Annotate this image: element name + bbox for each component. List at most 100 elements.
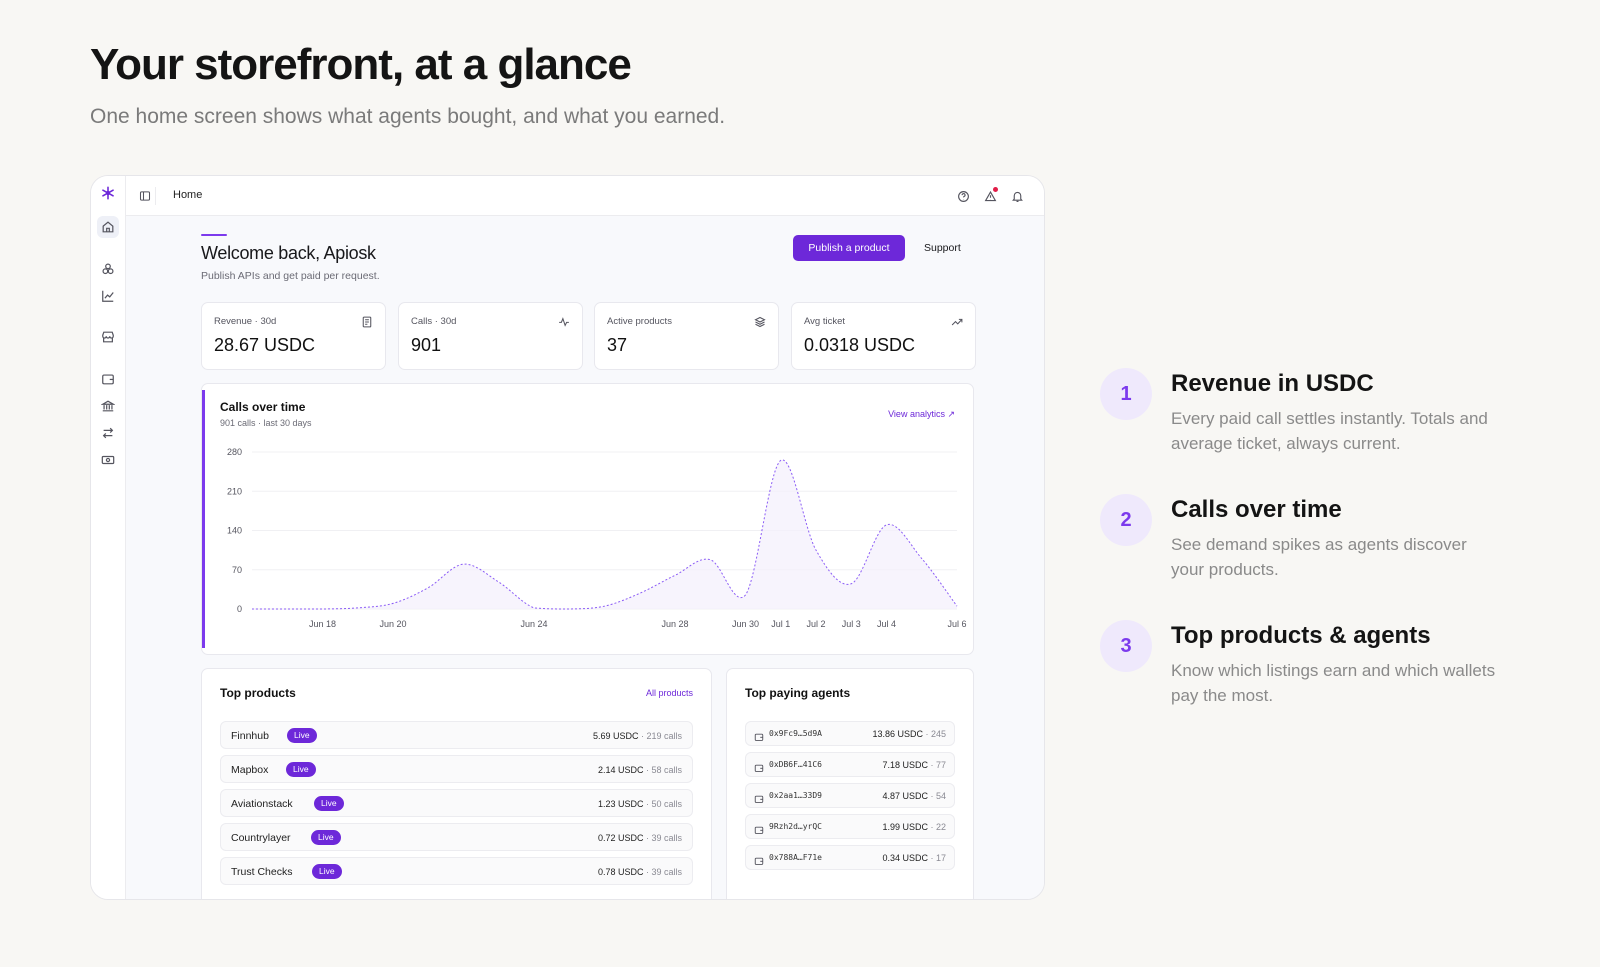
- product-name: Trust Checks: [231, 866, 293, 878]
- payouts-icon[interactable]: [97, 449, 119, 471]
- feature-description: Know which listings earn and which walle…: [1171, 661, 1496, 705]
- y-tick-label: 0: [237, 604, 242, 614]
- main-content: Welcome back, Apiosk Publish APIs and ge…: [126, 216, 1044, 899]
- app-window: Home Welcome back, Apiosk Publish APIs a…: [90, 175, 1045, 900]
- transfers-icon[interactable]: [97, 422, 119, 444]
- product-row[interactable]: Countrylayer Live 0.72 USDC · 39 calls: [220, 823, 693, 851]
- welcome-subtitle: Publish APIs and get paid per request.: [201, 270, 380, 282]
- agent-row[interactable]: 0x9Fc9…5d9A 13.86 USDC · 245: [745, 721, 955, 746]
- view-analytics-link[interactable]: View analytics ↗: [888, 409, 955, 419]
- stat-value: 28.67 USDC: [214, 335, 316, 355]
- chart-subtitle: 901 calls · last 30 days: [220, 418, 312, 428]
- storefront-icon[interactable]: [97, 326, 119, 348]
- agent-address: 9Rzh2d…yrQC: [769, 822, 822, 831]
- bell-icon[interactable]: [1009, 188, 1025, 204]
- product-name: Countrylayer: [231, 832, 291, 844]
- product-revenue: 5.69 USDC · 219 calls: [593, 731, 682, 741]
- stat-label: Avg ticket: [804, 316, 846, 327]
- product-revenue: 2.14 USDC · 58 calls: [598, 765, 682, 775]
- calls-count: · 50 calls: [643, 799, 682, 809]
- calls-count: · 39 calls: [643, 867, 682, 877]
- trending-up-icon: [951, 315, 963, 327]
- x-tick-label: Jun 20: [379, 619, 406, 629]
- y-tick-label: 70: [232, 565, 242, 575]
- accent-line: [201, 234, 227, 236]
- product-row[interactable]: Aviationstack Live 1.23 USDC · 50 calls: [220, 789, 693, 817]
- top-products-card: Top products All products Finnhub Live 5.6…: [201, 668, 712, 899]
- x-tick-label: Jul 2: [806, 619, 825, 629]
- all-products-link[interactable]: All products: [645, 688, 693, 698]
- stat-value: 0.0318 USDC: [804, 335, 916, 355]
- product-row[interactable]: Finnhub Live 5.69 USDC · 219 calls: [220, 721, 693, 749]
- live-badge: Live: [311, 830, 341, 845]
- products-icon[interactable]: [97, 258, 119, 280]
- revenue-value: 0.78 USDC: [597, 867, 644, 877]
- top-agents-title: Top paying agents: [745, 686, 851, 700]
- calls-chart-card: Calls over time 901 calls · last 30 days…: [201, 383, 974, 655]
- live-badge: Live: [286, 762, 316, 777]
- feature-description: See demand spikes as agents discover you…: [1171, 535, 1467, 579]
- agent-row[interactable]: 0xDB6F…41C6 7.18 USDC · 77: [745, 752, 955, 777]
- help-icon[interactable]: [955, 188, 971, 204]
- revenue-value: 1.99 USDC: [882, 822, 928, 832]
- y-tick-label: 280: [227, 447, 242, 457]
- calls-count: · 54: [927, 791, 946, 801]
- wallet-icon: [754, 729, 764, 741]
- calls-count: · 77: [927, 760, 946, 770]
- feature-number: 2: [1100, 494, 1152, 546]
- revenue-value: 13.86 USDC: [872, 729, 923, 739]
- chart-accent-bar: [202, 390, 205, 648]
- calls-count: · 22: [927, 822, 946, 832]
- product-name: Mapbox: [231, 764, 269, 776]
- agent-row[interactable]: 0x788A…F71e 0.34 USDC · 17: [745, 845, 955, 870]
- sidebar-toggle-icon[interactable]: [138, 187, 156, 205]
- sidebar-rail: [91, 176, 126, 899]
- feature-description: Every paid call settles instantly. Total…: [1171, 409, 1488, 453]
- feature-title: Revenue in USDC: [1171, 370, 1374, 397]
- revenue-value: 1.23 USDC: [597, 799, 644, 809]
- top-products-title: Top products: [220, 686, 296, 700]
- notification-dot: [993, 187, 998, 192]
- calls-count: · 17: [927, 853, 946, 863]
- bank-icon[interactable]: [97, 395, 119, 417]
- series-line: [251, 459, 958, 610]
- layers-icon: [754, 315, 766, 328]
- y-tick-label: 210: [227, 486, 242, 496]
- calls-count: · 58 calls: [643, 765, 682, 775]
- agent-row[interactable]: 9Rzh2d…yrQC 1.99 USDC · 22: [745, 814, 955, 839]
- wallet-icon: [754, 853, 764, 865]
- agent-revenue: 13.86 USDC · 245: [872, 729, 946, 739]
- x-tick-label: Jul 1: [771, 619, 790, 629]
- welcome-heading: Welcome back, Apiosk: [201, 243, 376, 263]
- analytics-icon[interactable]: [97, 285, 119, 307]
- wallet-icon[interactable]: [97, 368, 119, 390]
- receipt-icon: [361, 315, 373, 328]
- revenue-value: 5.69 USDC: [592, 731, 639, 741]
- stat-value: 901: [411, 335, 442, 355]
- stat-card-calls: Calls · 30d 901: [398, 302, 583, 370]
- x-tick-label: Jun 18: [309, 619, 336, 629]
- agent-row[interactable]: 0x2aa1…33D9 4.87 USDC · 54: [745, 783, 955, 808]
- publish-product-button[interactable]: Publish a product: [793, 235, 905, 261]
- stat-card-revenue: Revenue · 30d 28.67 USDC: [201, 302, 386, 370]
- product-row[interactable]: Mapbox Live 2.14 USDC · 58 calls: [220, 755, 693, 783]
- revenue-value: 7.18 USDC: [882, 760, 928, 770]
- alert-icon[interactable]: [982, 187, 998, 204]
- stat-label: Active products: [607, 316, 672, 327]
- agent-revenue: 7.18 USDC · 77: [882, 760, 946, 770]
- wallet-icon: [754, 822, 764, 834]
- live-badge: Live: [287, 728, 317, 743]
- breadcrumb[interactable]: Home: [173, 189, 203, 201]
- product-name: Aviationstack: [231, 798, 293, 810]
- home-icon[interactable]: [97, 216, 119, 238]
- x-tick-label: Jul 6: [947, 619, 966, 629]
- agent-address: 0x9Fc9…5d9A: [769, 729, 822, 738]
- wallet-icon: [754, 791, 764, 803]
- x-tick-label: Jun 30: [732, 619, 759, 629]
- support-button[interactable]: Support: [924, 242, 961, 254]
- hero-title: Your storefront, at a glance: [90, 40, 632, 89]
- brand-logo-icon[interactable]: [97, 182, 119, 204]
- product-row[interactable]: Trust Checks Live 0.78 USDC · 39 calls: [220, 857, 693, 885]
- agent-address: 0xDB6F…41C6: [769, 760, 822, 769]
- top-agents-card: Top paying agents 0x9Fc9…5d9A 13.86 USDC …: [726, 668, 974, 899]
